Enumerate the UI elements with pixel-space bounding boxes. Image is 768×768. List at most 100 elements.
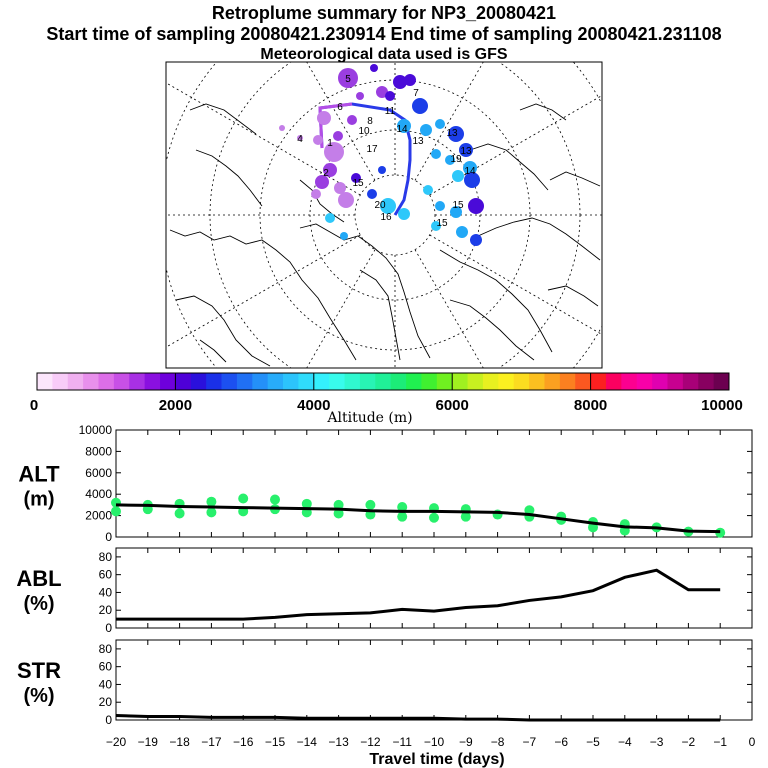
x-tick-label: −18 xyxy=(169,735,190,749)
chart-title: Retroplume summary for NP3_20080421 xyxy=(211,3,557,23)
plume-day-label: 2 xyxy=(323,168,329,179)
coastline xyxy=(175,295,271,367)
x-tick-label: −5 xyxy=(586,735,600,749)
plume-cluster-marker xyxy=(367,189,377,199)
plume-cluster-marker xyxy=(445,155,455,165)
y-tick-label: 2000 xyxy=(85,509,112,523)
meridian-line xyxy=(166,234,361,348)
colorbar: 0 2000 4000 6000 8000 10000 xyxy=(30,372,743,414)
colorbar-swatch xyxy=(221,373,238,390)
x-tick-label: −12 xyxy=(360,735,381,749)
coastline xyxy=(439,249,553,353)
coastline xyxy=(469,143,549,191)
plume-cluster-marker xyxy=(378,166,386,174)
plume-day-label: 10 xyxy=(358,126,370,137)
colorbar-swatch xyxy=(452,373,468,390)
time-series-panels: 0200040006000800010000ALT(m)020406080ABL… xyxy=(16,423,755,768)
plume-cluster-marker xyxy=(463,161,477,175)
sampling-times: Start time of sampling 20080421.230914 E… xyxy=(46,24,722,44)
plume-cluster-marker xyxy=(315,175,329,189)
plume-day-label: 4 xyxy=(297,134,303,145)
colorbar-swatch xyxy=(375,373,392,390)
colorbar-swatch xyxy=(344,373,361,390)
y-tick-label: 20 xyxy=(99,695,113,709)
altitude-cluster-point xyxy=(206,507,217,518)
plume-cluster-marker xyxy=(376,86,388,98)
x-tick-label: −11 xyxy=(392,735,412,749)
x-tick-label: −9 xyxy=(459,735,473,749)
x-tick-label: −16 xyxy=(233,735,254,749)
plume-cluster-marker xyxy=(385,91,395,101)
series-line xyxy=(115,503,721,534)
plume-cluster-marker xyxy=(324,142,344,162)
colorbar-swatch xyxy=(37,373,53,390)
panel-frame xyxy=(115,639,753,721)
coastline xyxy=(477,217,601,261)
colorbar-tick-label: 10000 xyxy=(701,397,743,414)
colorbar-swatch xyxy=(713,373,730,390)
plume-cluster-marker xyxy=(404,74,416,86)
y-tick-label: 0 xyxy=(105,713,112,727)
colorbar-swatch xyxy=(498,373,515,390)
panel-label: ABL xyxy=(16,566,61,591)
plume-cluster-marker xyxy=(398,208,410,220)
plume-cluster-marker xyxy=(338,68,358,88)
plume-day-label: 8 xyxy=(367,116,373,127)
colorbar-tick-label: 6000 xyxy=(436,397,469,414)
x-tick-label: −3 xyxy=(650,735,664,749)
x-tick-label: −15 xyxy=(265,735,286,749)
colorbar-swatch xyxy=(575,373,591,390)
coastline xyxy=(549,171,601,187)
plume-cluster-marker xyxy=(370,64,378,72)
plume-cluster-marker xyxy=(323,163,337,177)
meridian-line xyxy=(166,82,361,196)
plume-cluster-marker xyxy=(450,206,462,218)
plume-day-label: 16 xyxy=(380,212,392,223)
colorbar-swatch xyxy=(129,373,146,390)
altitude-cluster-point xyxy=(365,499,376,510)
plume-day-label: 15 xyxy=(352,178,364,189)
plume-cluster-marker xyxy=(452,170,464,182)
coastline xyxy=(189,103,257,135)
colorbar-swatch xyxy=(160,373,176,390)
altitude-cluster-point xyxy=(333,499,344,510)
plume-cluster-marker xyxy=(325,213,335,223)
colorbar-swatch xyxy=(267,373,284,390)
colorbar-swatch xyxy=(559,373,576,390)
coastline xyxy=(449,299,535,361)
plume-cluster-marker xyxy=(340,232,348,240)
colorbar-swatch xyxy=(190,373,207,390)
coastline xyxy=(299,179,345,223)
colorbar-swatch xyxy=(283,373,299,390)
colorbar-swatch xyxy=(98,373,115,390)
colorbar-swatch xyxy=(175,373,192,390)
colorbar-swatch xyxy=(590,373,607,390)
altitude-cluster-point xyxy=(460,511,471,522)
plume-day-label: 13 xyxy=(412,136,424,147)
series-line xyxy=(115,714,721,722)
altitude-cluster-point xyxy=(397,511,408,522)
x-tick-label: 0 xyxy=(749,735,756,749)
plume-day-label: 1 xyxy=(327,138,333,149)
x-tick-label: −19 xyxy=(138,735,159,749)
y-tick-label: 40 xyxy=(99,677,113,691)
x-axis-label: Travel time (days) xyxy=(369,751,504,768)
meridian-line xyxy=(414,62,484,181)
colorbar-tick-label: 2000 xyxy=(159,397,192,414)
altitude-cluster-point xyxy=(238,493,249,504)
colorbar-swatch xyxy=(698,373,715,390)
colorbar-swatch xyxy=(482,373,499,390)
plume-day-label: 11 xyxy=(385,106,396,117)
x-tick-label: −2 xyxy=(682,735,696,749)
panel-label: STR xyxy=(17,658,61,683)
x-tick-label: −14 xyxy=(297,735,318,749)
y-tick-label: 4000 xyxy=(85,487,112,501)
colorbar-swatch xyxy=(636,373,653,390)
colorbar-tick-label: 0 xyxy=(30,397,38,414)
meridian-line xyxy=(306,249,376,368)
colorbar-swatch xyxy=(621,373,638,390)
y-tick-label: 60 xyxy=(99,568,113,582)
altitude-cluster-point xyxy=(206,496,217,507)
y-tick-label: 40 xyxy=(99,585,113,599)
